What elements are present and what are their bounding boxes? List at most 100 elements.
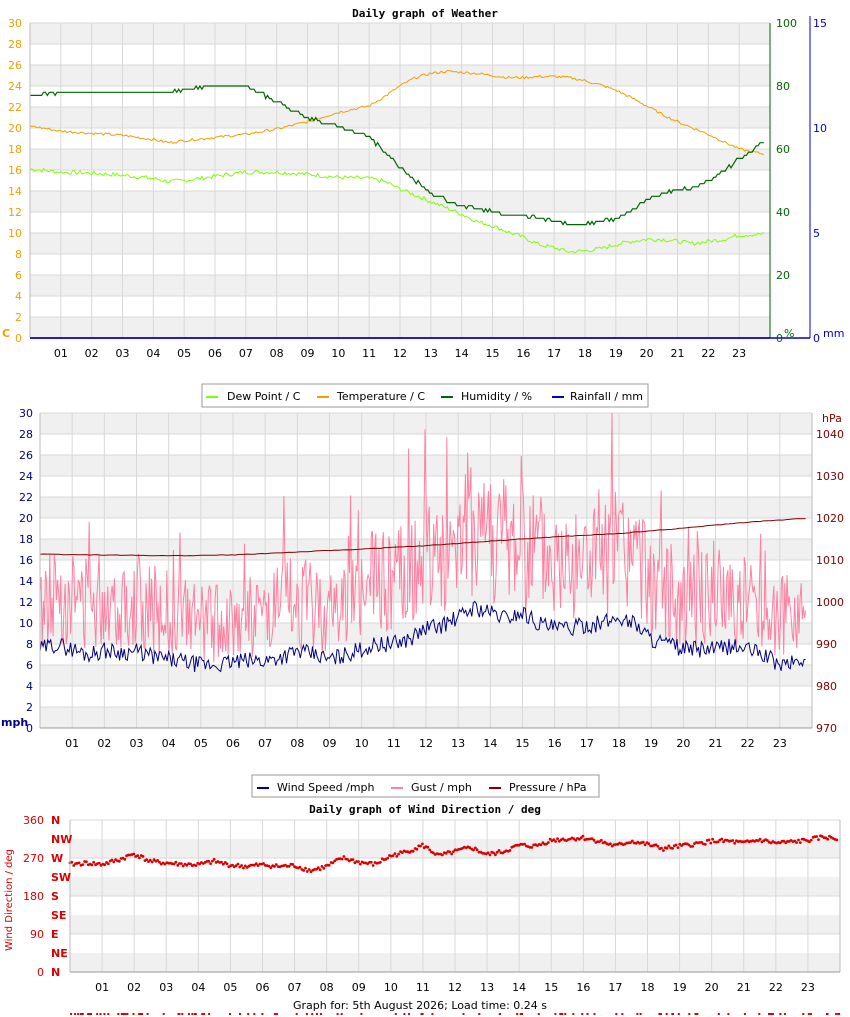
- temperature-tick-label: 18: [8, 143, 22, 156]
- gust-line: [39, 412, 807, 663]
- wind-direction-marker: [141, 1013, 144, 1015]
- humidity-tick-label: 60: [776, 143, 790, 156]
- wind-direction-point: [574, 838, 578, 842]
- wind-direction-point: [473, 846, 477, 850]
- wind-direction-point: [448, 850, 452, 854]
- wind-direction-point: [152, 858, 156, 862]
- wind-hour-label: 03: [130, 737, 144, 750]
- pressure-unit-label: hPa: [822, 412, 842, 425]
- wind-direction-marker: [239, 1013, 241, 1015]
- wind-direction-point: [826, 837, 830, 841]
- direction-hour-label: 03: [159, 981, 173, 994]
- wind-direction-point: [106, 862, 110, 866]
- wind-direction-point: [318, 868, 322, 872]
- wind-direction-marker: [783, 1013, 786, 1015]
- temperature-tick-label: 22: [8, 101, 22, 114]
- wind-direction-point: [231, 863, 234, 867]
- wind-hour-label: 08: [290, 737, 304, 750]
- wind-direction-marker: [696, 1013, 699, 1015]
- wind-direction-point: [211, 859, 214, 863]
- wind-direction-point: [397, 852, 400, 856]
- wind-direction-marker: [305, 1013, 308, 1015]
- wind-direction-point: [234, 864, 238, 868]
- wind-direction-point: [667, 844, 671, 848]
- wind-direction-point: [273, 865, 276, 868]
- wind-direction-marker: [87, 1013, 90, 1015]
- pressure-line: [39, 518, 806, 557]
- wind-direction-point: [298, 865, 302, 869]
- pressure-tick-label: 1030: [816, 470, 844, 483]
- weather-legend-box: [201, 383, 649, 408]
- wind-direction-marker: [191, 1013, 194, 1015]
- wind-direction-marker: [103, 1013, 106, 1015]
- wind-direction-point: [610, 844, 614, 848]
- wind-speed-tick-label: 10: [19, 617, 33, 630]
- wind-direction-point: [391, 854, 395, 857]
- wind-direction-point: [415, 847, 419, 851]
- wind-direction-point: [320, 865, 324, 868]
- wind-direction-point: [305, 870, 309, 873]
- wind-speed-tick-label: 28: [19, 428, 33, 441]
- wind-direction-point: [817, 838, 820, 841]
- wind-direction-point: [475, 848, 479, 852]
- wind-direction-point: [85, 860, 88, 864]
- wind-direction-point: [70, 860, 74, 864]
- wind-direction-marker: [636, 1013, 639, 1015]
- wind-speed-tick-label: 4: [26, 680, 33, 693]
- wind-direction-point: [222, 862, 225, 866]
- wind-direction-marker: [516, 1013, 519, 1015]
- wind-speed-unit-label: mph: [1, 716, 28, 729]
- wind-speed-tick-label: 16: [19, 554, 33, 567]
- weather-hour-label: 05: [177, 347, 191, 360]
- wind-direction-point: [304, 866, 307, 870]
- wind-direction-point: [240, 864, 244, 867]
- wind-direction-point: [181, 864, 185, 868]
- wind-direction-point: [709, 841, 713, 845]
- wind-direction-point: [316, 866, 320, 870]
- wind-chart: 0246810121416182022242628309709809901000…: [1, 407, 844, 750]
- wind-direction-point: [609, 842, 612, 846]
- wind-direction-point: [207, 859, 211, 863]
- weather-hour-label: 13: [424, 347, 438, 360]
- wind-direction-point: [676, 846, 680, 849]
- wind-direction-point: [671, 847, 674, 850]
- direction-hour-label: 10: [384, 981, 398, 994]
- wind-direction-marker: [586, 1013, 589, 1015]
- humidity-unit-label: %: [784, 327, 794, 340]
- wind-direction-point: [554, 840, 557, 843]
- humidity-tick-label: 20: [776, 269, 790, 282]
- wind-direction-marker: [671, 1013, 674, 1015]
- weather-hour-label: 10: [331, 347, 345, 360]
- wind-direction-marker: [117, 1013, 120, 1015]
- wind-direction-marker: [247, 1013, 250, 1015]
- wind-direction-point: [497, 849, 501, 852]
- wind-direction-point: [782, 839, 786, 843]
- direction-hour-label: 07: [288, 981, 302, 994]
- wind-direction-marker: [88, 1013, 91, 1015]
- weather-hour-label: 22: [701, 347, 715, 360]
- wind-hour-label: 10: [355, 737, 369, 750]
- wind-direction-point: [72, 864, 76, 867]
- wind-direction-marker: [826, 1013, 828, 1015]
- wind-direction-marker: [835, 1013, 838, 1015]
- wind-direction-marker: [537, 1013, 540, 1015]
- legend-label-humidity: Humidity / %: [461, 390, 532, 403]
- weather-hour-label: 14: [455, 347, 469, 360]
- wind-direction-point: [494, 853, 497, 857]
- wind-direction-point: [654, 843, 658, 847]
- wind-hour-label: 19: [644, 737, 658, 750]
- wind-speed-tick-label: 24: [19, 470, 33, 483]
- wind-direction-point: [357, 860, 360, 863]
- wind-direction-marker: [564, 1013, 567, 1015]
- wind-direction-point: [369, 860, 373, 864]
- compass-label: NE: [51, 947, 68, 960]
- wind-direction-point: [386, 856, 390, 860]
- legend-label-gust: Gust / mph: [411, 781, 472, 794]
- wind-direction-point: [315, 867, 318, 871]
- temperature-tick-label: 20: [8, 122, 22, 135]
- wind-direction-point: [172, 862, 176, 866]
- direction-hour-label: 15: [544, 981, 558, 994]
- temperature-tick-label: 12: [8, 206, 22, 219]
- wind-direction-point: [643, 843, 647, 847]
- temperature-tick-label: 8: [15, 248, 22, 261]
